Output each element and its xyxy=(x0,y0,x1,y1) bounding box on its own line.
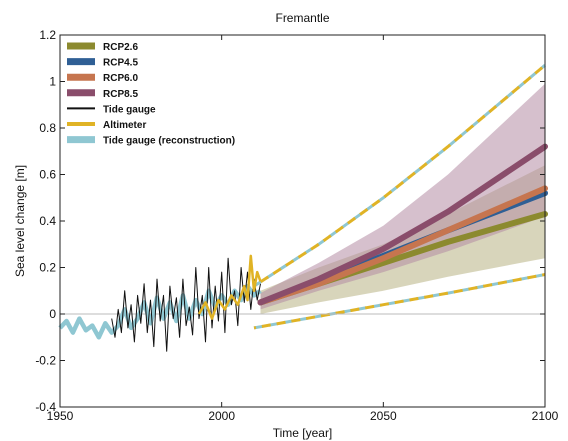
y-tick-label-8: 1.2 xyxy=(39,28,56,42)
envelope-upper-dash-b xyxy=(253,64,546,288)
x-tick-label-2000: 2000 xyxy=(208,409,235,423)
legend-label-rcp2-6: RCP2.6 xyxy=(103,42,138,53)
legend-label-rcp6-0: RCP6.0 xyxy=(103,73,138,84)
y-tick-label-3: 0.2 xyxy=(39,261,56,275)
legend-label-tide-gauge-reconstruction: Tide gauge (reconstruction) xyxy=(103,136,235,147)
chart-title: Fremantle xyxy=(275,11,329,25)
x-tick-label-2100: 2100 xyxy=(532,409,559,423)
altimeter-line xyxy=(197,254,262,320)
band-rcp8-5 xyxy=(260,83,545,310)
x-tick-label-2050: 2050 xyxy=(370,409,397,423)
legend: RCP2.6 RCP4.5 RCP6.0 RCP8.5 Tide gauge Altime… xyxy=(67,42,235,147)
envelope-upper-dash-a xyxy=(253,64,546,288)
observation-series xyxy=(58,254,262,352)
x-axis-title: Time [year] xyxy=(273,426,333,440)
projection-series xyxy=(257,143,548,306)
legend-label-altimeter: Altimeter xyxy=(103,120,146,131)
y-tick-label-7: 1 xyxy=(49,75,56,89)
legend-label-rcp4-5: RCP4.5 xyxy=(103,58,138,69)
y-tick-label-2: 0 xyxy=(49,307,56,321)
projection-rcp8-5 xyxy=(257,143,548,306)
y-tick-label-4: 0.4 xyxy=(39,214,56,228)
y-tick-label-0: -0.4 xyxy=(35,400,56,414)
uncertainty-bands xyxy=(260,83,545,314)
axis-ticks: 1950 2000 2050 2100 -0.4 -0.2 0 0.2 0.4 0.6 0.8 1 1.… xyxy=(35,28,558,423)
envelope-lower-dash-b xyxy=(253,273,546,330)
legend-label-rcp8-5: RCP8.5 xyxy=(103,89,138,100)
x-tick-label-1950: 1950 xyxy=(47,409,74,423)
y-tick-label-6: 0.8 xyxy=(39,121,56,135)
y-tick-label-1: -0.2 xyxy=(35,354,56,368)
legend-label-tide-gauge: Tide gauge xyxy=(103,104,156,115)
envelope-lines xyxy=(253,64,546,330)
y-tick-label-5: 0.6 xyxy=(39,168,56,182)
y-axis-title: Sea level change [m] xyxy=(13,165,27,277)
envelope-lower-dash-a xyxy=(253,273,546,330)
